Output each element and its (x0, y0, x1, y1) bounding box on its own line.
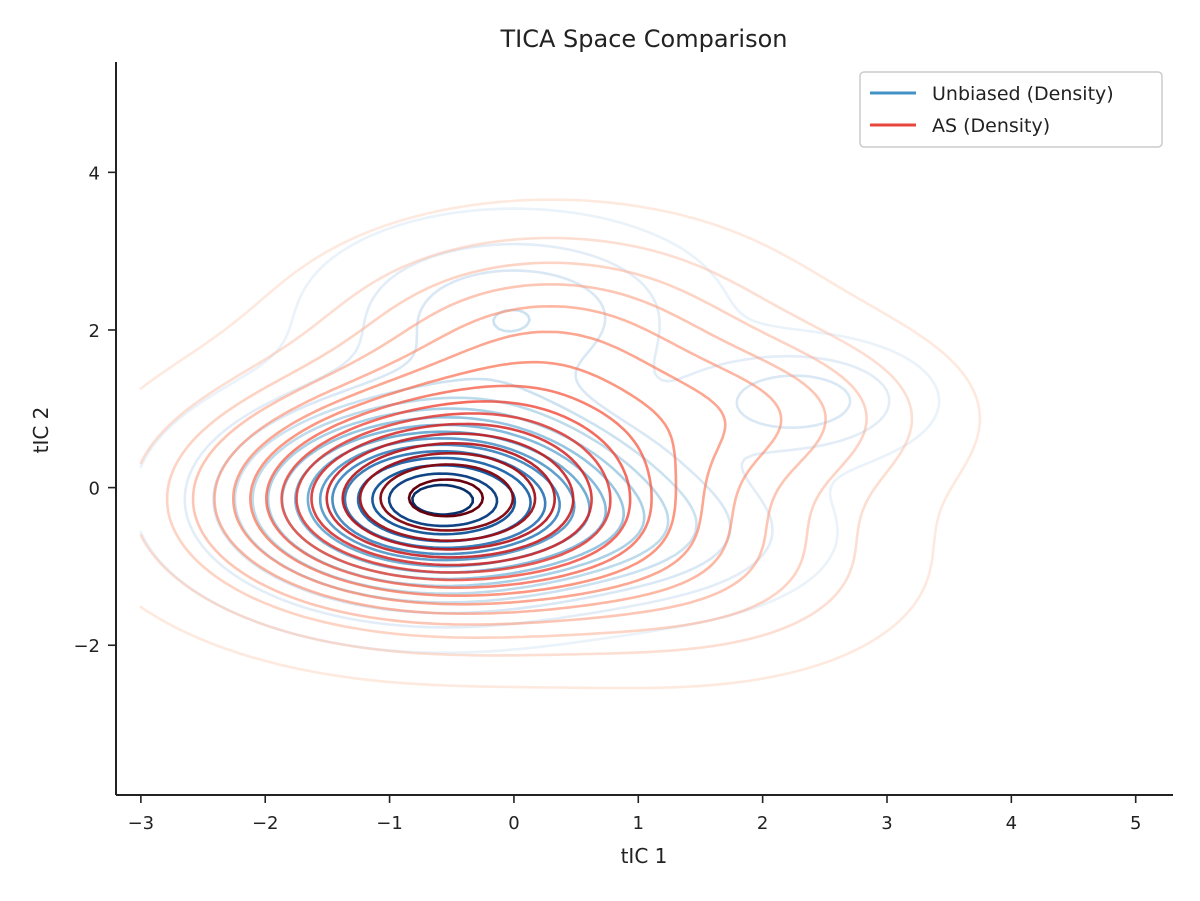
as-contour-level-6 (249, 360, 678, 597)
x-tick-label: 0 (508, 813, 519, 834)
y-tick-label: −2 (73, 636, 100, 657)
y-tick-label: 2 (89, 321, 100, 342)
y-axis-label: tIC 2 (29, 407, 53, 454)
contour-layer (139, 198, 982, 690)
as-contour-level-7 (265, 384, 653, 589)
legend-label-as: AS (Density) (932, 115, 1050, 137)
as-contour-level-13 (358, 452, 537, 542)
as-contour-level-11 (325, 432, 575, 559)
x-tick-label: 4 (1006, 813, 1017, 834)
unbiased-contour-level-3 (233, 308, 698, 604)
legend-label-unbiased: Unbiased (Density) (932, 83, 1114, 105)
x-ticks: −3 −2 −1 0 1 2 3 4 5 (128, 795, 1141, 834)
as-contour-level-15 (407, 478, 485, 518)
x-tick-label: 5 (1130, 813, 1141, 834)
as-contour-level-4 (213, 305, 783, 615)
y-ticks: −2 0 2 4 (73, 163, 116, 657)
x-axis-label: tIC 1 (621, 844, 668, 868)
x-tick-label: −3 (128, 813, 155, 834)
as-contour-level-12 (341, 442, 556, 551)
y-tick-label: 0 (89, 479, 100, 500)
x-tick-label: −1 (376, 813, 403, 834)
as-contour-level-5 (232, 330, 727, 606)
unbiased-contour-level-14 (387, 472, 499, 528)
as-contour-level-14 (379, 463, 515, 532)
unbiased-contour-level-1 (183, 242, 891, 629)
y-tick-label: 4 (89, 163, 100, 184)
x-tick-label: −2 (252, 813, 279, 834)
as-contour-level-3 (191, 283, 827, 626)
as-contour-level-10 (310, 422, 593, 567)
unbiased-contour-level-15 (411, 483, 474, 516)
as-contour-level-2 (165, 261, 868, 639)
as-contour-level-1 (139, 236, 914, 657)
legend-box (859, 71, 1163, 148)
x-tick-label: 2 (757, 813, 768, 834)
legend: Unbiased (Density) AS (Density) (859, 71, 1163, 148)
as-contour-level-0 (139, 198, 982, 690)
x-tick-label: 1 (633, 813, 644, 834)
x-tick-label: 3 (881, 813, 892, 834)
as-contour-level-9 (295, 412, 612, 574)
as-contour-level-8 (280, 400, 632, 582)
chart-title: TICA Space Comparison (499, 25, 787, 53)
